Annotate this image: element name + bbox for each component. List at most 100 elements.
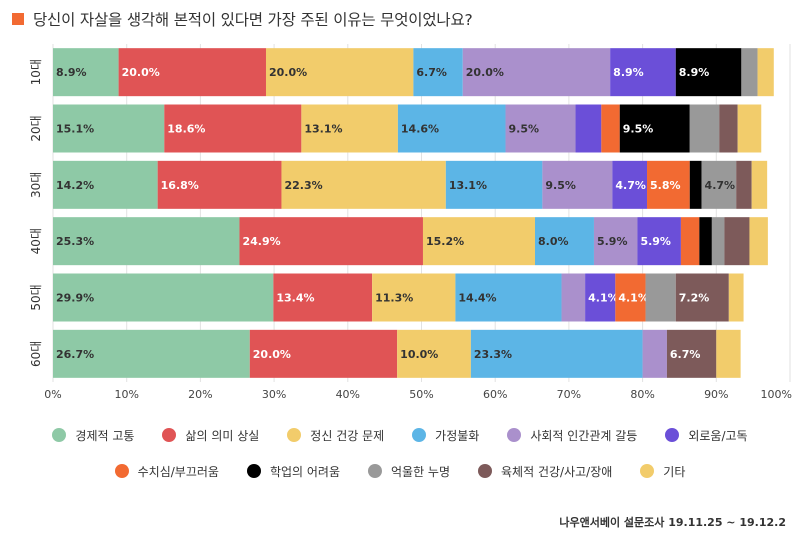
- bar-segment: [666, 329, 717, 378]
- legend-swatch-icon: [114, 464, 129, 478]
- x-tick-label: 30%: [262, 388, 286, 401]
- data-label: 14.4%: [458, 292, 496, 305]
- legend-label: 사회적 인간관계 갈등: [530, 428, 638, 443]
- data-label: 9.5%: [545, 179, 576, 192]
- x-tick-label: 60%: [483, 388, 507, 401]
- category-label: 30대: [29, 172, 43, 198]
- legend-swatch-icon: [287, 428, 302, 442]
- legend-swatch-icon: [412, 428, 427, 442]
- legend-swatch-icon: [665, 428, 680, 442]
- bar-segment: [413, 48, 463, 97]
- legend-item: 외로움/고독: [665, 427, 748, 444]
- legend-item: 사회적 인간관계 갈등: [507, 427, 637, 444]
- legend-swatch-icon: [162, 428, 177, 442]
- legend-label: 학업의 어려움: [269, 464, 340, 479]
- x-tick-label: 100%: [761, 388, 792, 401]
- data-label: 5.9%: [640, 235, 671, 248]
- bar-segment: [118, 48, 266, 97]
- stacked-bar-chart: 8.9% 20.0% 20.0% 6.7% 20.0% 8.9% 8.9% 10대 15.1% 1…: [29, 44, 792, 401]
- bar-segment: [534, 217, 594, 266]
- data-label: 25.3%: [56, 235, 94, 248]
- data-label: 14.6%: [401, 123, 439, 136]
- legend-item: 기타: [640, 463, 685, 480]
- data-label: 13.1%: [449, 179, 487, 192]
- legend-label: 수치심/부끄러움: [137, 464, 219, 479]
- x-tick-label: 20%: [188, 388, 212, 401]
- legend-item: 수치심/부끄러움: [114, 463, 219, 480]
- category-label: 50대: [29, 284, 43, 310]
- bar-segment: [462, 48, 611, 97]
- bar-segment: [689, 104, 720, 153]
- data-label: 16.8%: [161, 179, 199, 192]
- data-label: 5.9%: [597, 235, 628, 248]
- x-tick-label: 90%: [704, 388, 728, 401]
- bar-segment: [728, 273, 744, 322]
- data-label: 9.5%: [509, 123, 540, 136]
- legend-swatch-icon: [478, 464, 493, 478]
- bar-segment: [741, 48, 758, 97]
- bar-segment: [751, 160, 768, 209]
- legend-row: 수치심/부끄러움 학업의 어려움 억울한 누명 육체적 건강/사고/장애 기타: [0, 460, 800, 482]
- x-tick-label: 50%: [409, 388, 433, 401]
- bar-segment: [642, 329, 667, 378]
- category-label: 40대: [29, 228, 43, 254]
- legend-item: 가정불화: [412, 427, 479, 444]
- legend-swatch-icon: [640, 464, 655, 478]
- bar-segment: [53, 329, 250, 378]
- data-label: 22.3%: [284, 179, 322, 192]
- bar-segment: [53, 48, 119, 97]
- data-label: 4.7%: [705, 179, 736, 192]
- legend-row: 경제적 고통 삶의 의미 상실 정신 건강 문제 가정불화 사회적 인간관계 갈등 외로움…: [0, 424, 800, 446]
- data-label: 20.0%: [253, 348, 291, 361]
- source-note: 나우앤서베이 설문조사 19.11.25 ~ 19.12.2: [559, 516, 786, 529]
- x-tick-label: 70%: [557, 388, 581, 401]
- bar-segment: [637, 217, 681, 266]
- legend-item: 삶의 의미 상실: [162, 427, 259, 444]
- bar-segment: [372, 273, 456, 322]
- bar-segment: [701, 160, 737, 209]
- bar-segment: [585, 273, 616, 322]
- bar-segment: [281, 160, 446, 209]
- bar-segment: [249, 329, 398, 378]
- bar-segment: [164, 104, 302, 153]
- bar-segment: [719, 104, 738, 153]
- data-label: 4.1%: [618, 292, 649, 305]
- legend-label: 가정불화: [435, 428, 480, 443]
- chart-title: 당신이 자살을 생각해 본적이 있다면 가장 주된 이유는 무엇이었나요?: [33, 11, 473, 29]
- data-label: 29.9%: [56, 292, 94, 305]
- data-label: 6.7%: [670, 348, 701, 361]
- bar-segment: [749, 217, 768, 266]
- data-label: 4.7%: [615, 179, 646, 192]
- data-label: 8.0%: [538, 235, 569, 248]
- legend-item: 경제적 고통: [52, 427, 134, 444]
- bar-segment: [615, 273, 646, 322]
- legend-swatch-icon: [368, 464, 382, 478]
- legend-swatch-icon: [246, 464, 261, 478]
- bar-segment: [675, 48, 742, 97]
- bar-segment: [301, 104, 398, 153]
- bar-segment: [612, 160, 648, 209]
- bar-segment: [53, 217, 240, 266]
- legend-swatch-icon: [507, 428, 522, 442]
- bar-segment: [53, 273, 274, 322]
- bar-segment: [397, 329, 471, 378]
- bar-segment: [724, 217, 750, 266]
- bar-segment: [397, 104, 506, 153]
- data-label: 6.7%: [416, 66, 447, 79]
- legend-label: 외로움/고독: [688, 428, 748, 443]
- category-label: 10대: [29, 59, 43, 85]
- bar-segment: [647, 160, 690, 209]
- bar-segment: [601, 104, 620, 153]
- data-label: 9.5%: [623, 123, 654, 136]
- x-tick-label: 0%: [44, 388, 61, 401]
- bar-segment: [53, 104, 165, 153]
- data-label: 15.2%: [426, 235, 464, 248]
- bar-segment: [445, 160, 543, 209]
- data-label: 23.3%: [474, 348, 512, 361]
- legend-label: 육체적 건강/사고/장애: [501, 464, 613, 479]
- data-label: 7.2%: [679, 292, 710, 305]
- bar-segment: [675, 273, 729, 322]
- bar-segment: [645, 273, 676, 322]
- bar-segment: [239, 217, 423, 266]
- data-label: 20.0%: [122, 66, 160, 79]
